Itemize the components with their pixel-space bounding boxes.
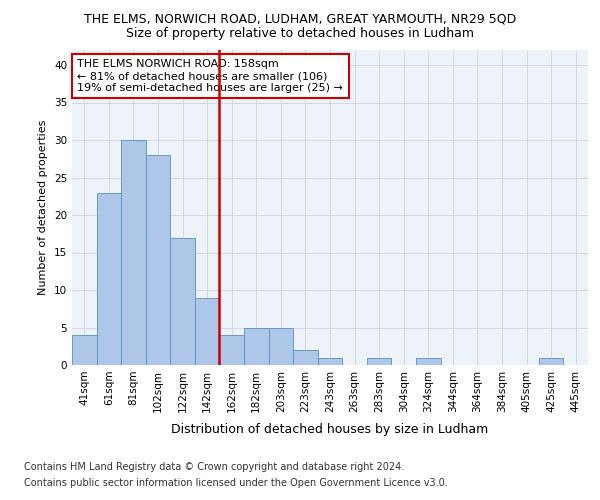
Bar: [220, 335, 244, 365]
Text: Distribution of detached houses by size in Ludham: Distribution of detached houses by size …: [172, 422, 488, 436]
Bar: [146, 155, 170, 365]
Bar: [367, 358, 391, 365]
Text: Size of property relative to detached houses in Ludham: Size of property relative to detached ho…: [126, 28, 474, 40]
Bar: [97, 192, 121, 365]
Bar: [269, 328, 293, 365]
Bar: [539, 358, 563, 365]
Bar: [170, 238, 195, 365]
Bar: [293, 350, 318, 365]
Bar: [416, 358, 440, 365]
Text: Contains public sector information licensed under the Open Government Licence v3: Contains public sector information licen…: [24, 478, 448, 488]
Text: THE ELMS, NORWICH ROAD, LUDHAM, GREAT YARMOUTH, NR29 5QD: THE ELMS, NORWICH ROAD, LUDHAM, GREAT YA…: [84, 12, 516, 26]
Bar: [121, 140, 146, 365]
Bar: [72, 335, 97, 365]
Bar: [318, 358, 342, 365]
Text: Contains HM Land Registry data © Crown copyright and database right 2024.: Contains HM Land Registry data © Crown c…: [24, 462, 404, 472]
Y-axis label: Number of detached properties: Number of detached properties: [38, 120, 49, 295]
Text: THE ELMS NORWICH ROAD: 158sqm
← 81% of detached houses are smaller (106)
19% of : THE ELMS NORWICH ROAD: 158sqm ← 81% of d…: [77, 60, 343, 92]
Bar: [244, 328, 269, 365]
Bar: [195, 298, 220, 365]
